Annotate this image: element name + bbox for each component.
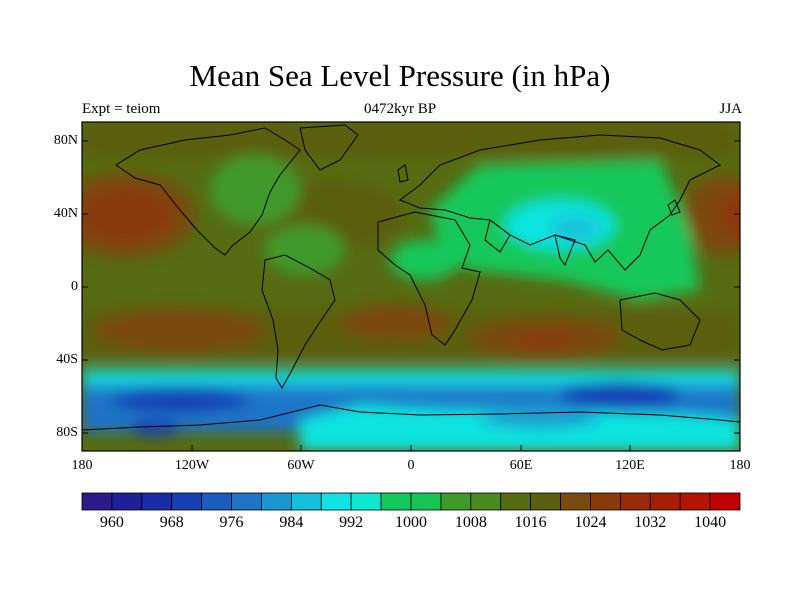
colorbar-label: 976	[219, 514, 244, 531]
colorbar-swatch	[81, 492, 113, 511]
field-spac-high	[95, 308, 265, 352]
lon-label: 180	[71, 458, 93, 473]
lon-label: 180	[729, 458, 751, 473]
colorbar-swatch	[231, 492, 262, 511]
colorbar-label: 1040	[694, 514, 727, 531]
coast-africa	[377, 211, 481, 346]
coast-arabia	[484, 219, 511, 253]
coast-india	[554, 234, 576, 267]
colorbar-swatch	[530, 492, 561, 511]
field-namerica-low	[210, 155, 300, 225]
plot-title: Mean Sea Level Pressure (in hPa)	[189, 58, 611, 93]
field-arctic	[82, 122, 740, 157]
lon-label: 60E	[509, 458, 533, 473]
colorbar-swatch	[141, 492, 173, 511]
colorbar-swatch	[171, 492, 203, 511]
coast-japan	[667, 199, 681, 216]
lat-label: 40S	[56, 352, 78, 367]
lon-label: 120W	[174, 458, 210, 473]
colorbar-label: 1032	[634, 514, 667, 531]
colorbar-swatch	[560, 492, 591, 511]
season-label: JJA	[719, 101, 742, 117]
pressure-field	[82, 122, 740, 451]
colorbar-swatch	[470, 492, 502, 511]
colorbar-swatch	[709, 492, 741, 511]
colorbar-label: 1000	[395, 514, 427, 531]
colorbar-swatch	[619, 492, 651, 511]
colorbar-swatch	[590, 492, 621, 511]
lat-label: 40N	[53, 206, 78, 221]
colorbar-swatch	[649, 492, 681, 511]
colorbar-label: 1024	[574, 514, 607, 531]
colorbar-label: 968	[159, 514, 184, 531]
colorbar-swatch	[500, 492, 532, 511]
lat-label: 0	[71, 279, 78, 294]
colorbar	[81, 492, 741, 511]
colorbar-swatch	[111, 492, 143, 511]
lon-label: 60W	[287, 458, 315, 473]
colorbar-swatch	[679, 492, 711, 511]
lat-label: 80S	[56, 425, 78, 440]
colorbar-swatch	[380, 492, 412, 511]
experiment-label: Expt = teiom	[82, 101, 161, 117]
field-npac-high-east	[685, 175, 740, 255]
colorbar-label: 1016	[514, 514, 547, 531]
coast-antarctica	[82, 404, 740, 431]
coast-south-america	[261, 254, 336, 389]
colorbar-label: 992	[339, 514, 364, 531]
coastlines	[82, 124, 740, 431]
colorbar-label: 1008	[454, 514, 487, 531]
field-satl-high	[340, 304, 450, 340]
lon-label: 120E	[615, 458, 645, 473]
colorbar-swatch	[410, 492, 442, 511]
colorbar-label: 984	[279, 514, 304, 531]
colorbar-label: 960	[99, 514, 124, 531]
lon-label: 0	[407, 458, 415, 473]
axis-ticks	[81, 140, 741, 451]
coast-uk	[397, 164, 409, 183]
coast-north-america	[115, 127, 301, 256]
colorbar-swatch	[201, 492, 232, 511]
lat-label: 80N	[53, 133, 78, 148]
field-africa-low	[390, 240, 460, 280]
colorbar-swatch	[440, 492, 472, 511]
colorbar-swatch	[261, 492, 292, 511]
colorbar-swatch	[350, 492, 382, 511]
coast-australia	[619, 292, 701, 351]
coast-greenland	[299, 124, 359, 171]
time-label: 0472kyr BP	[363, 101, 437, 117]
colorbar-swatch	[290, 492, 322, 511]
colorbar-swatch	[320, 492, 352, 511]
field-antarctica	[300, 405, 740, 451]
